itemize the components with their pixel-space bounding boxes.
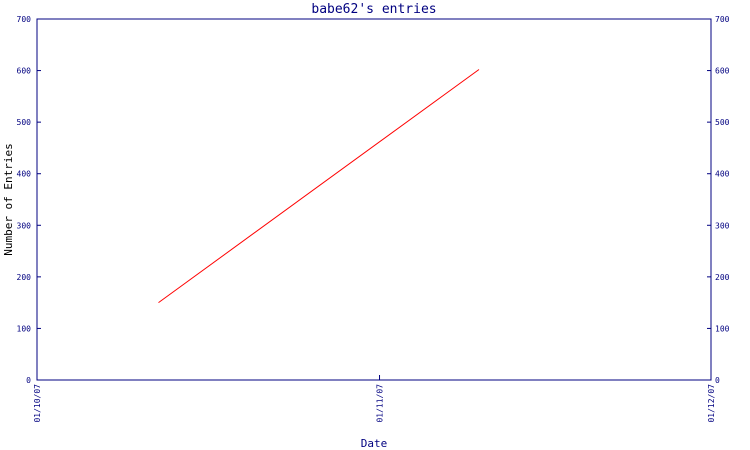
x-axis-label: Date	[361, 437, 388, 450]
y-tick-label-right: 500	[715, 118, 730, 127]
y-tick-label-right: 300	[715, 221, 730, 230]
y-tick-label-right: 200	[715, 273, 730, 282]
y-tick-label-left: 100	[17, 324, 32, 333]
x-tick-label: 01/10/07	[33, 384, 42, 423]
y-tick-label-right: 600	[715, 67, 730, 76]
y-tick-label-right: 0	[715, 376, 720, 385]
y-tick-label-left: 0	[26, 376, 31, 385]
series-line	[158, 69, 480, 304]
y-tick-label-right: 100	[715, 324, 730, 333]
x-tick-label: 01/12/07	[707, 384, 716, 423]
chart-title: babe62's entries	[311, 2, 436, 17]
y-tick-label-left: 200	[17, 273, 32, 282]
y-tick-label-left: 700	[17, 15, 32, 24]
y-tick-label-left: 600	[17, 67, 32, 76]
y-tick-label-right: 400	[715, 170, 730, 179]
x-tick-label: 01/11/07	[376, 384, 385, 423]
y-tick-label-left: 300	[17, 221, 32, 230]
y-axis-label: Number of Entries	[2, 143, 15, 256]
y-tick-label-left: 500	[17, 118, 32, 127]
y-tick-label-left: 400	[17, 170, 32, 179]
y-tick-label-right: 700	[715, 15, 730, 24]
plot-frame	[36, 18, 712, 381]
